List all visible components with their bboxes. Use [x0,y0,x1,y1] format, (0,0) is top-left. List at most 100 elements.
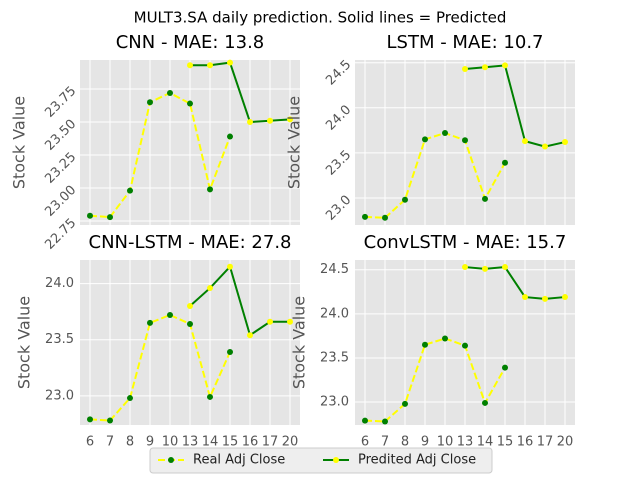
x-tick-label: 9 [421,435,429,450]
y-tick-label: 23.0 [45,388,74,403]
x-tick-label: 14 [477,435,494,450]
legend-marker [168,457,174,463]
data-point [147,319,153,326]
y-tick-label: 23.75 [42,84,79,121]
legend-label: Real Adj Close [193,453,285,468]
data-point [227,349,233,356]
data-point [207,285,213,292]
data-point [442,130,448,137]
x-tick-label: 9 [146,435,154,450]
data-point [562,294,568,301]
data-point [502,264,508,271]
y-axis-label: Stock Value [15,296,34,389]
x-tick-label: 20 [282,435,299,450]
y-tick-label: 24.0 [323,102,354,133]
x-tick-label: 16 [517,435,534,450]
data-point [127,187,133,194]
data-point [187,320,193,327]
data-point [482,399,488,406]
legend-label: Predited Adj Close [358,453,476,468]
x-tick-label: 7 [381,435,389,450]
x-tick-label: 7 [106,435,114,450]
data-point [227,133,233,140]
data-point [107,417,113,424]
y-tick-label: 23.25 [42,150,79,187]
x-tick-label: 15 [222,435,239,450]
data-point [382,214,388,221]
x-tick-label: 8 [401,435,409,450]
series-line [364,337,506,423]
series-line [464,266,566,300]
y-tick-label: 24.5 [320,262,349,277]
data-point [462,66,468,73]
data-point [287,116,293,123]
data-point [107,214,113,221]
series-line [89,91,231,219]
data-point [227,59,233,66]
data-point [482,265,488,272]
y-tick-label: 23.5 [320,350,349,365]
data-point [247,332,253,339]
data-point [167,90,173,96]
y-tick-label: 24.5 [323,57,354,88]
x-tick-label: 13 [182,435,199,450]
figure-title: MULT3.SA daily prediction. Solid lines =… [134,9,507,27]
data-point [207,393,213,400]
series-line [364,131,506,219]
y-tick-label: 23.00 [42,183,79,220]
x-tick-label: 17 [262,435,279,450]
data-point [402,196,408,203]
x-tick-label: 6 [361,435,369,450]
data-point [462,342,468,349]
data-point [422,136,428,143]
x-tick-label: 20 [557,435,574,450]
data-point [522,138,528,145]
data-point [502,364,508,371]
x-tick-label: 10 [162,435,179,450]
data-point [187,62,193,69]
data-point [227,263,233,270]
data-point [482,195,488,202]
chart-title: CNN-LSTM - MAE: 27.8 [89,232,292,253]
y-axis-label: Stock Value [290,296,309,389]
y-tick-label: 24.0 [320,306,349,321]
data-point [147,99,153,106]
data-point [362,417,368,424]
data-point [462,137,468,144]
chart-title: LSTM - MAE: 10.7 [387,32,544,53]
y-tick-label: 22.75 [42,216,79,253]
data-point [502,159,508,166]
x-tick-label: 15 [497,435,514,450]
data-point [382,418,388,425]
series-line [464,64,566,148]
x-tick-label: 17 [537,435,554,450]
data-point [87,416,93,423]
x-tick-label: 6 [86,435,94,450]
data-point [462,264,468,271]
data-point [542,295,548,302]
data-point [247,119,253,126]
x-tick-label: 10 [437,435,454,450]
data-point [482,64,488,71]
y-tick-label: 23.0 [323,193,354,224]
data-point [422,341,428,348]
x-tick-label: 13 [457,435,474,450]
series-line [89,313,231,422]
y-tick-label: 23.5 [323,148,354,179]
series-line [189,264,290,337]
data-point [167,312,173,318]
data-point [502,62,508,69]
x-tick-label: 8 [126,435,134,450]
data-point [207,62,213,69]
y-axis-label: Stock Value [285,96,304,189]
x-tick-label: 14 [202,435,219,450]
y-tick-label: 23.5 [45,332,74,347]
data-point [267,318,273,325]
y-tick-label: 24.0 [45,276,74,291]
data-point [267,117,273,124]
data-point [522,294,528,301]
data-point [542,143,548,150]
legend-box [149,447,493,474]
legend-marker [333,457,339,463]
